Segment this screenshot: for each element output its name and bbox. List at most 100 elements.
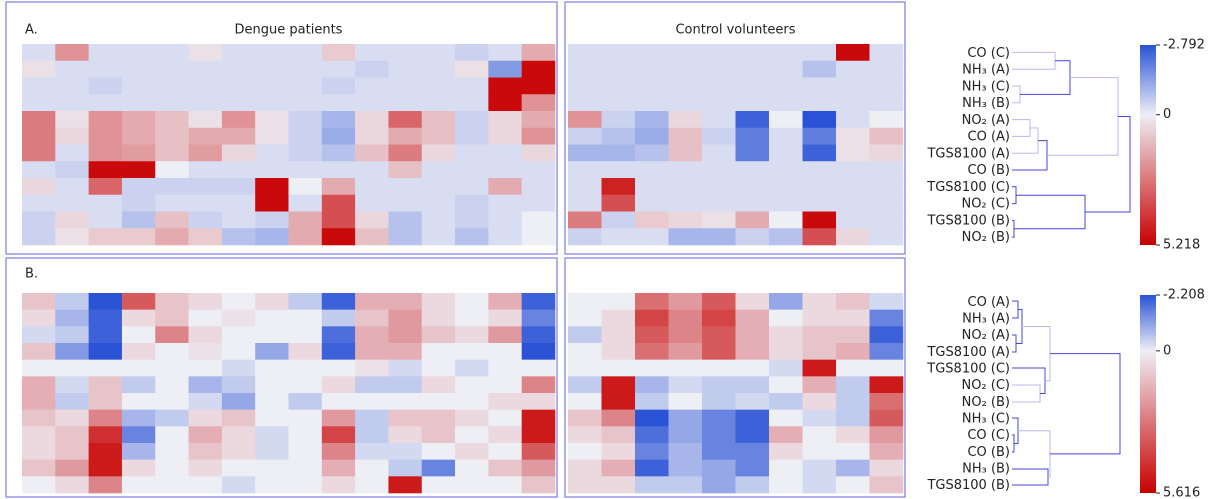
panel-label: B. [25,267,38,282]
heatmap-cell [88,426,123,444]
row-label: NH₃ (C) [962,79,1010,94]
heatmap-cell [668,211,703,229]
heatmap-cell [869,409,904,427]
heatmap-cell [568,409,602,427]
heatmap-cell [288,376,323,394]
heatmap-cell [735,44,770,62]
heatmap-cell [635,409,669,427]
heatmap-cell [601,194,636,212]
heatmap-cell [601,393,636,410]
heatmap-cell [869,293,904,310]
heatmap-cell [635,178,669,196]
heatmap-cell [635,326,669,344]
heatmap-cell [221,228,256,246]
heatmap-cell [188,127,223,145]
heatmap-cell [635,77,669,95]
heatmap-cell [769,359,803,377]
heatmap-cell [488,443,522,460]
heatmap-cell [488,293,522,310]
heatmap-cell [601,44,636,62]
heatmap-cell [802,144,837,162]
row-label: CO (C) [967,428,1010,443]
heatmap-cell [735,409,770,427]
heatmap-cell [769,111,803,129]
heatmap-cell [188,409,223,427]
heatmap-cell [769,77,803,95]
heatmap-cell [22,211,56,229]
heatmap-cell [55,326,89,344]
heatmap-cell [568,326,602,344]
heatmap-cell [601,77,636,95]
heatmap-cell [155,426,189,444]
heatmap-cell [321,127,356,145]
heatmap-cell [22,393,56,410]
heatmap-cell [121,459,156,477]
heatmap-cell [355,326,389,344]
heatmap-cell [455,393,489,410]
heatmap-cell [355,94,389,112]
row-label: NH₃ (B) [962,96,1010,111]
heatmap-cell [702,44,736,62]
heatmap-cell [836,161,870,179]
heatmap-cell [735,127,770,145]
heatmap-cell [55,393,89,410]
heatmap-cell [836,359,870,377]
heatmap-cell [568,459,602,477]
heatmap-cell [355,77,389,95]
heatmap-cell [769,326,803,344]
heatmap-cell [601,359,636,377]
heatmap-cell [735,194,770,212]
heatmap-cell [188,443,223,460]
heatmap-cell [188,293,223,310]
heatmap-cell [521,111,556,129]
heatmap-cell [769,127,803,145]
heatmap-cell [802,443,837,460]
heatmap-cell [521,443,556,460]
heatmap-cell [702,127,736,145]
heatmap-cell [321,144,356,162]
heatmap-cell [568,309,602,327]
heatmap-cell [155,77,189,95]
heatmap-cell [188,77,223,95]
heatmap-cell [388,228,423,246]
heatmap-cell [88,376,123,394]
heatmap-cell [188,111,223,129]
heatmap-cell [321,228,356,246]
heatmap-cell [221,111,256,129]
heatmap-cell [121,211,156,229]
heatmap-cell [22,77,56,95]
heatmap-cell [488,343,522,360]
heatmap-cell [121,476,156,494]
heatmap-cell [769,60,803,78]
heatmap-cell [321,211,356,229]
heatmap-cell [255,144,289,162]
row-label: NH₃ (B) [962,462,1010,477]
heatmap-cell [769,44,803,62]
heatmap-cell [601,127,636,145]
heatmap-cell [601,309,636,327]
heatmap-cell [221,309,256,327]
heatmap-cell [155,443,189,460]
heatmap-cell [321,194,356,212]
heatmap-cell [802,409,837,427]
heatmap-cell [836,443,870,460]
heatmap-cell [288,111,323,129]
heatmap-cell [121,194,156,212]
heatmap-cell [88,211,123,229]
row-label: NH₃ (A) [962,63,1010,78]
heatmap-cell [735,326,770,344]
heatmap-cell [388,426,423,444]
heatmap-cell [388,343,423,360]
heatmap-cell [836,194,870,212]
heatmap-cell [188,44,223,62]
heatmap-cell [521,309,556,327]
heatmap-cell [88,44,123,62]
heatmap-cell [155,343,189,360]
heatmap-cell [668,309,703,327]
heatmap-cell [869,77,904,95]
heatmap-cell [668,343,703,360]
heatmap-cell [421,94,456,112]
heatmap-cell [668,60,703,78]
heatmap-cell [488,359,522,377]
heatmap-cell [321,476,356,494]
